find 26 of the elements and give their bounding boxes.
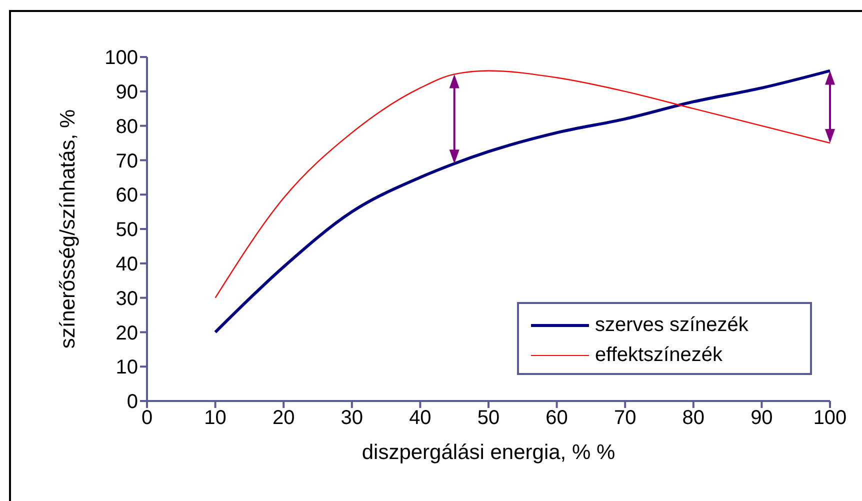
x-tick-label: 20 [272,407,295,430]
x-tick-label: 0 [141,407,153,430]
x-tick-label: 50 [477,407,500,430]
x-tick-label: 90 [750,407,773,430]
y-tick-label: 90 [116,82,138,104]
x-tick-label: 40 [409,407,432,430]
y-tick-label: 20 [116,322,138,344]
x-tick-label: 70 [614,407,636,430]
x-tick-label: 10 [204,407,226,430]
y-tick-label: 40 [116,254,138,276]
y-tick-label: 60 [116,184,138,207]
y-tick-label: 10 [116,356,138,379]
y-tick-label: 70 [116,150,138,172]
y-axis-title: színerősség/színhatás, % [56,109,80,349]
legend-label: szerves színezék [595,313,748,338]
x-tick-label: 80 [682,407,705,430]
legend-label: effektszínezék [595,343,722,368]
x-tick-label: 30 [340,407,364,430]
y-tick-label: 50 [116,219,138,242]
y-tick-label: 0 [126,391,138,414]
x-tick-label: 60 [546,407,568,430]
y-tick-label: 100 [104,47,138,70]
y-tick-label: 30 [116,288,138,310]
x-axis-title: diszpergálási energia, % % [362,441,616,464]
y-tick-label: 80 [116,116,138,138]
x-tick-label: 100 [813,407,847,430]
